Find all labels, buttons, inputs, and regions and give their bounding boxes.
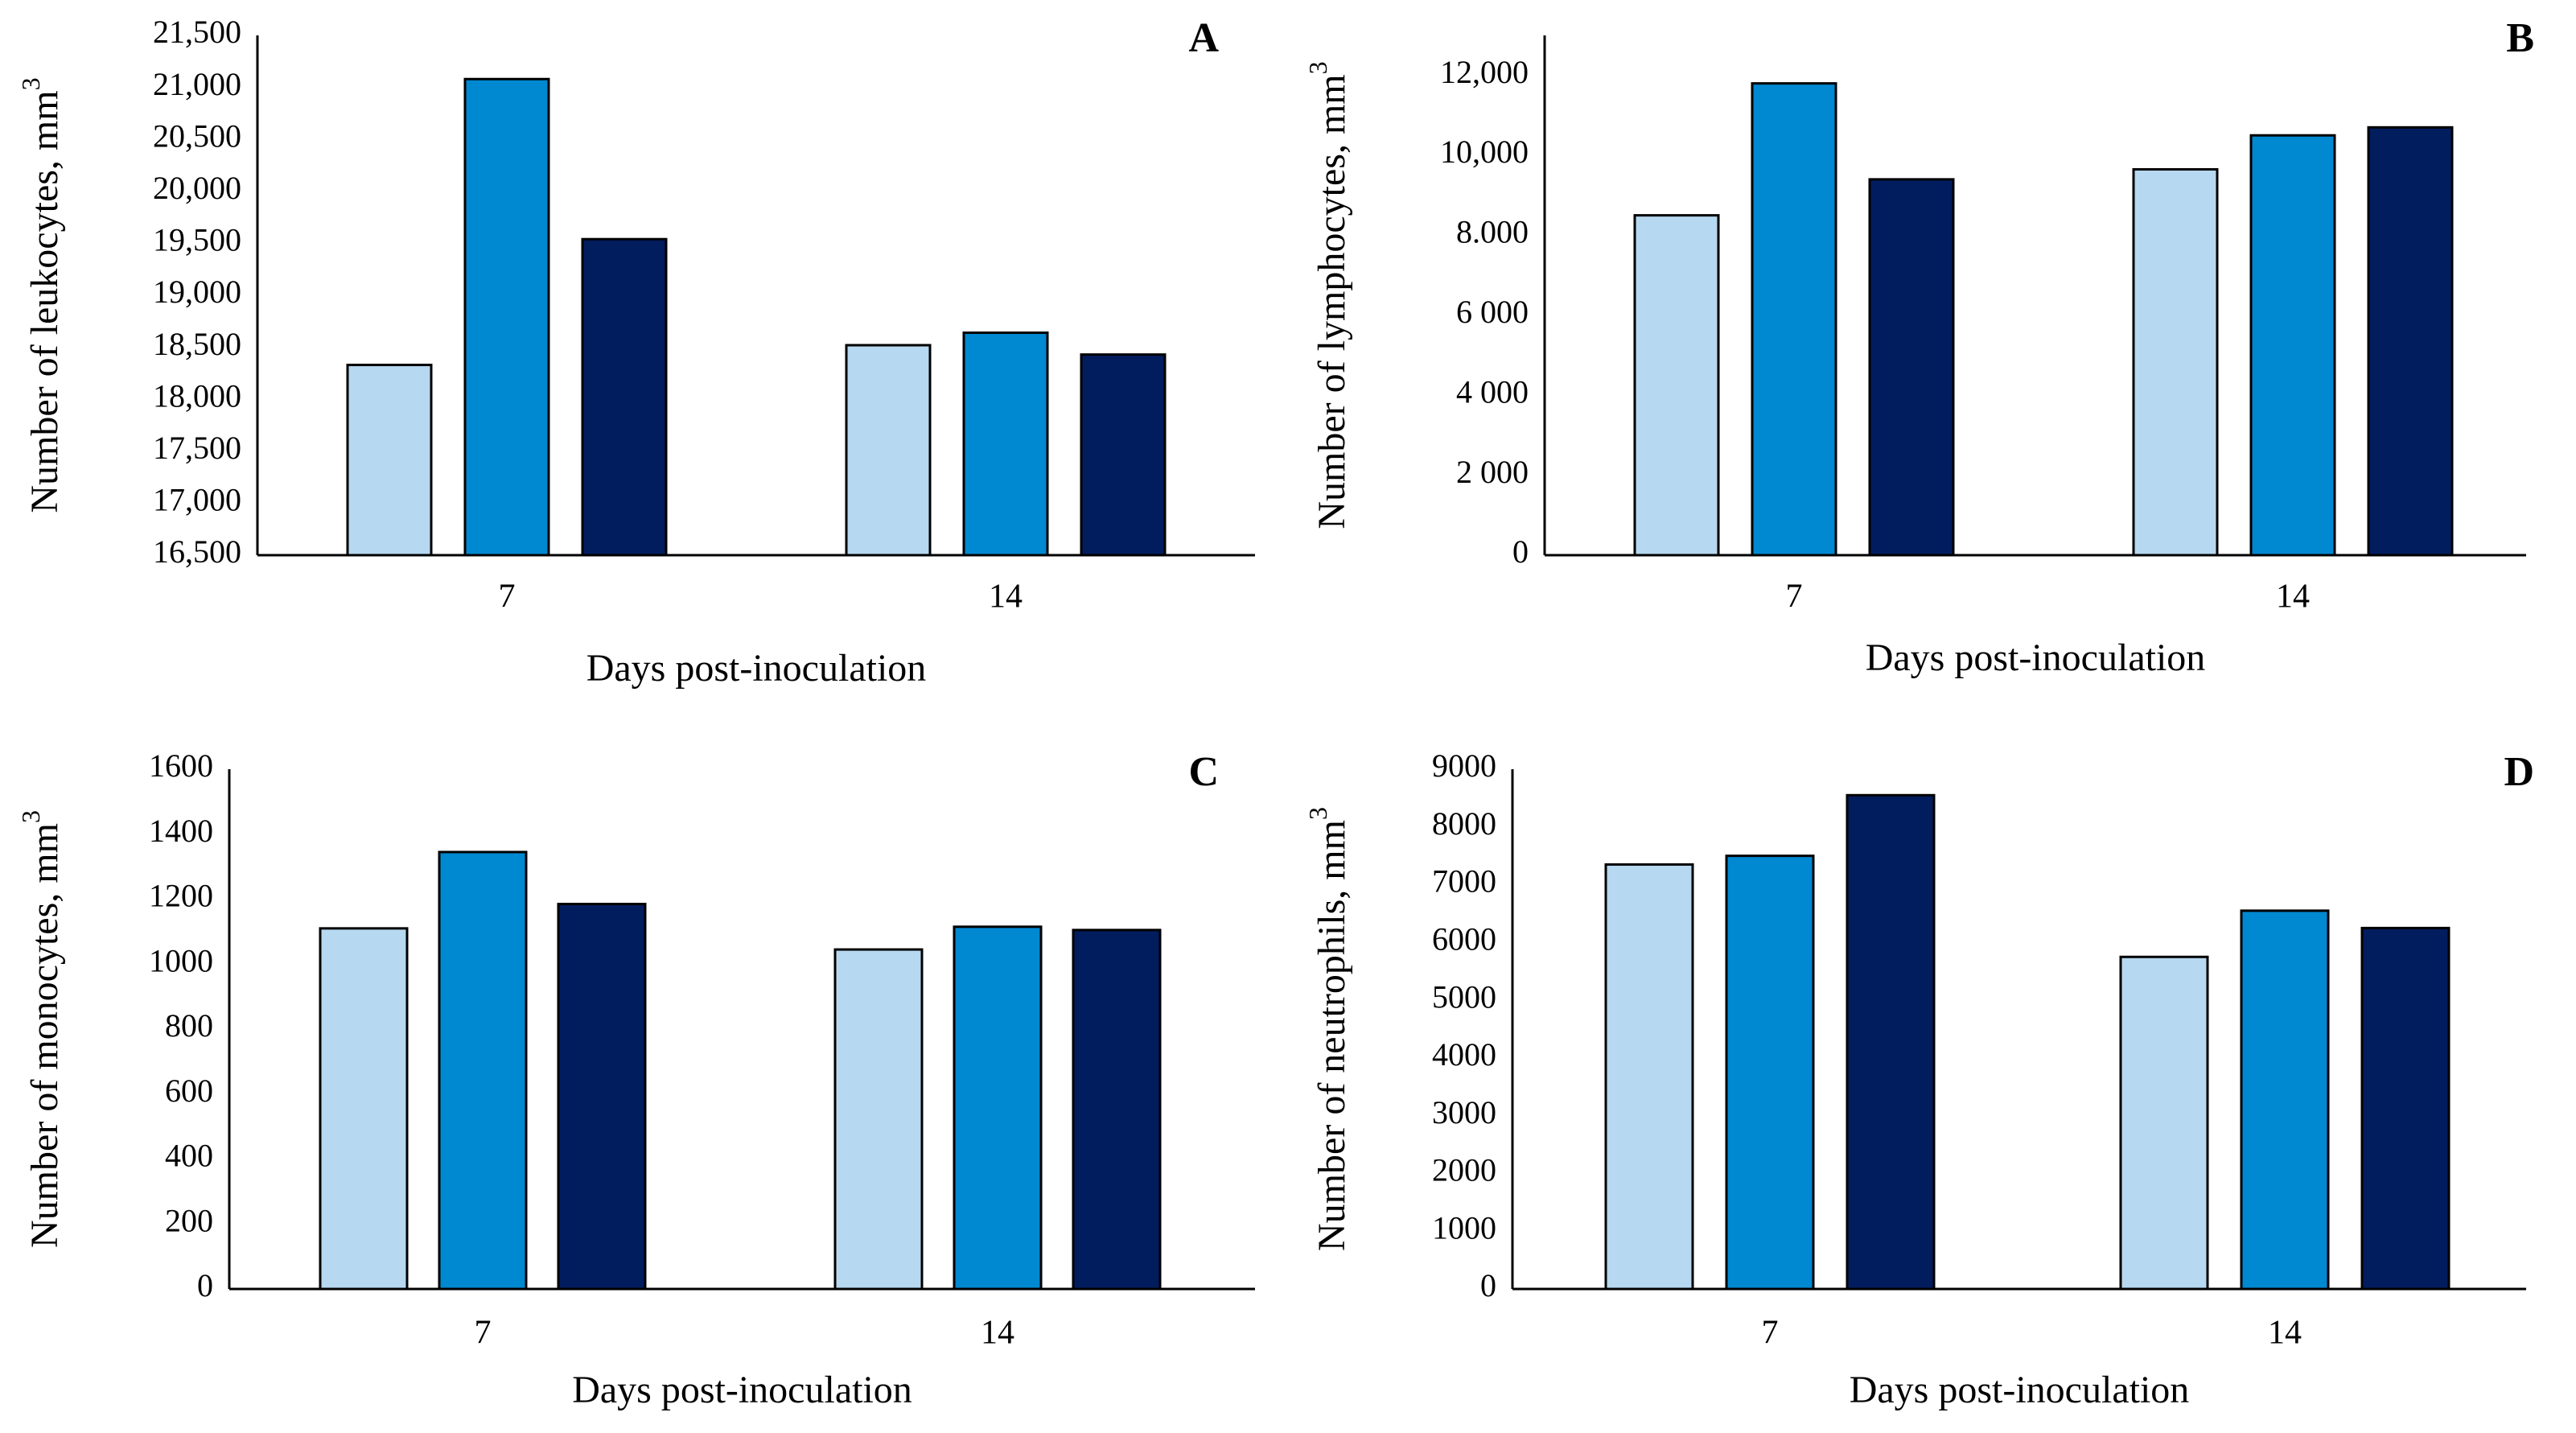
y-tick-label: 800: [165, 1007, 213, 1044]
chart-panel-a: 16,500 17,000 17,500 18,000 18,500 19,000 19,5…: [16, 14, 1255, 690]
x-category-label: 7: [475, 1315, 492, 1352]
y-tick-label: 18,500: [153, 326, 241, 362]
y-tick-label: 2000: [1432, 1152, 1496, 1188]
bar-day14-series1: [2119, 955, 2209, 1291]
bar-day14-series2: [962, 331, 1049, 557]
y-tick-label: 16,500: [153, 533, 241, 570]
x-axis-title: Days post-inoculation: [572, 1369, 912, 1411]
y-tick-label: 4 000: [1456, 373, 1529, 410]
bar-day14-series1: [845, 344, 932, 557]
bar-day14-series1: [2132, 167, 2219, 557]
bar-day14-series3: [2367, 126, 2454, 557]
x-axis-title: Days post-inoculation: [1850, 1369, 2190, 1411]
y-tick-label: 0: [1480, 1267, 1496, 1303]
y-axis-title: Number of monocytes, mm3: [16, 810, 66, 1248]
y-axis-title-superscript: 3: [1303, 807, 1332, 820]
x-category-label: 7: [499, 579, 516, 616]
bar-day14-series3: [1072, 929, 1162, 1291]
y-axis-title: Number of lymphocytes, mm3: [1303, 61, 1353, 529]
y-tick-label: 7000: [1432, 863, 1496, 900]
x-axis-title: Days post-inoculation: [586, 647, 927, 690]
y-axis-title-superscript: 3: [1303, 61, 1332, 74]
y-tick-label: 1000: [149, 942, 213, 978]
x-category-label: 7: [1786, 579, 1803, 616]
panel-letter: D: [2504, 749, 2534, 795]
y-tick-label: 10,000: [1440, 134, 1529, 170]
y-tick-label: 8000: [1432, 805, 1496, 842]
y-axis-title-text: Number of leukocytes, mm: [23, 90, 66, 513]
y-tick-label: 200: [165, 1202, 213, 1238]
y-tick-label: 2 000: [1456, 454, 1529, 490]
bar-day14-series2: [2249, 134, 2336, 557]
y-tick-label: 600: [165, 1073, 213, 1109]
y-tick-label: 4000: [1432, 1036, 1496, 1073]
bar-day14-series1: [833, 948, 924, 1291]
y-tick-label: 3000: [1432, 1094, 1496, 1130]
bar-day14-series2: [953, 925, 1043, 1291]
y-tick-label: 20,000: [153, 170, 241, 206]
chart-panel-b: 0 2 000 4 000 6 000 8.000 10,000 12,000 7 14 Days…: [1303, 15, 2534, 679]
y-tick-label: 8.000: [1456, 214, 1529, 250]
y-tick-label: 5000: [1432, 978, 1496, 1015]
bar-day14-series3: [2360, 926, 2450, 1291]
y-tick-label: 1600: [149, 747, 213, 784]
y-tick-label: 1000: [1432, 1209, 1496, 1246]
y-tick-label: 17,000: [153, 482, 241, 518]
x-category-label: 7: [1762, 1315, 1779, 1352]
bar-day14-series2: [2240, 909, 2330, 1291]
bar-day7-series3: [557, 903, 647, 1291]
x-category-label: 14: [2276, 579, 2310, 616]
y-tick-label: 21,000: [153, 66, 241, 102]
bar-day7-series2: [463, 77, 550, 557]
y-axis-title-text: Number of lymphocytes, mm: [1311, 74, 1353, 529]
bar-day7-series3: [1868, 178, 1955, 557]
bar-day7-series2: [1751, 82, 1837, 557]
bar-day7-series3: [1846, 793, 1936, 1291]
y-tick-label: 6 000: [1456, 294, 1529, 330]
y-axis-title-superscript: 3: [16, 77, 45, 90]
panel-letter: A: [1188, 15, 1219, 61]
y-axis-title-text: Number of monocytes, mm: [23, 823, 66, 1248]
bar-day7-series1: [319, 927, 409, 1291]
y-tick-label: 9000: [1432, 747, 1496, 784]
bar-day7-series1: [1604, 863, 1694, 1291]
bar-day7-series2: [1725, 854, 1815, 1291]
y-tick-label: 0: [1512, 533, 1529, 570]
y-axis-title: Number of leukocytes, mm3: [16, 77, 66, 513]
y-tick-label: 21,500: [153, 14, 241, 50]
y-tick-label: 0: [197, 1267, 213, 1303]
chart-panel-d: 0 1000 2000 3000 4000 5000 6000 7000 8000 9000 7 14…: [1303, 747, 2534, 1411]
y-tick-label: 6000: [1432, 921, 1496, 957]
y-axis-title-superscript: 3: [16, 810, 45, 823]
y-tick-label: 17,500: [153, 430, 241, 466]
y-tick-label: 19,000: [153, 274, 241, 310]
bar-day14-series3: [1080, 353, 1167, 557]
bar-day7-series1: [1633, 214, 1720, 557]
bar-day7-series1: [346, 364, 433, 557]
y-tick-label: 400: [165, 1138, 213, 1174]
y-tick-label: 12,000: [1440, 54, 1529, 90]
y-tick-label: 18,000: [153, 377, 241, 414]
x-category-label: 14: [989, 579, 1023, 616]
x-axis-title: Days post-inoculation: [1866, 636, 2206, 679]
bar-day7-series3: [581, 237, 668, 557]
panel-letter: B: [2506, 15, 2534, 61]
y-axis-title-text: Number of neutrophils, mm: [1311, 820, 1353, 1251]
y-axis-title: Number of neutrophils, mm3: [1303, 807, 1353, 1251]
panel-letter: C: [1188, 749, 1219, 795]
x-category-label: 14: [981, 1315, 1014, 1352]
bar-day7-series2: [438, 850, 528, 1291]
x-category-label: 14: [2268, 1315, 2302, 1352]
y-tick-label: 1400: [149, 813, 213, 849]
y-tick-label: 20,500: [153, 117, 241, 154]
chart-panel-c: 0 200 400 600 800 1000 1200 1400 1600 7 14 Days pos…: [16, 747, 1255, 1411]
y-tick-label: 19,500: [153, 222, 241, 258]
y-tick-label: 1200: [149, 878, 213, 914]
